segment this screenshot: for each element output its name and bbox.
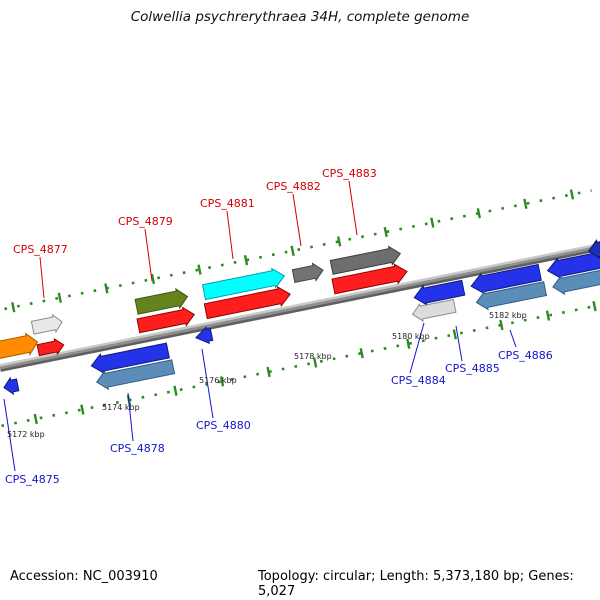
gene-label-CPS_4882[interactable]: CPS_4882 <box>266 180 321 193</box>
gene-arrow[interactable] <box>551 267 600 296</box>
major-tick <box>80 404 85 415</box>
scale-label: 5172 kbp <box>7 430 45 439</box>
label-leader-line <box>455 325 463 362</box>
major-tick <box>336 236 342 247</box>
gene-label-CPS_4883[interactable]: CPS_4883 <box>322 167 377 180</box>
major-tick <box>476 208 482 219</box>
gene-label-CPS_4880[interactable]: CPS_4880 <box>196 419 251 432</box>
gene-arrow-CPS_4880[interactable] <box>194 326 214 345</box>
gene-arrow-CPS_4878[interactable] <box>89 341 170 375</box>
major-tick <box>57 292 62 303</box>
gene-label-CPS_4878[interactable]: CPS_4878 <box>110 442 165 455</box>
label-leader-line <box>127 392 134 442</box>
major-tick <box>545 310 551 321</box>
major-tick <box>430 217 435 228</box>
label-leader-line <box>409 322 425 374</box>
major-tick <box>150 273 156 285</box>
major-tick <box>173 385 178 396</box>
gene-arrow[interactable] <box>546 249 600 281</box>
gene-arrow-CPS_4882[interactable] <box>291 262 325 285</box>
gene-arrow-CPS_4883[interactable] <box>329 245 402 277</box>
gene-arrow[interactable] <box>331 262 409 296</box>
label-leader-line <box>509 329 517 348</box>
major-tick <box>406 338 411 349</box>
gene-arrow[interactable] <box>95 358 176 391</box>
label-leader-line <box>201 348 214 419</box>
major-tick <box>197 264 202 275</box>
major-tick <box>33 413 38 425</box>
major-tick <box>592 301 597 312</box>
gene-label-CPS_4877[interactable]: CPS_4877 <box>13 243 68 256</box>
genome-track-shadow <box>0 247 600 372</box>
major-tick <box>290 245 295 256</box>
gene-label-CPS_4885[interactable]: CPS_4885 <box>445 362 500 375</box>
tick-line <box>1 300 600 428</box>
scale-label: 5174 kbp <box>102 403 140 412</box>
gene-arrow-CPS_4877[interactable] <box>30 313 64 336</box>
scale-label: 5176 kbp <box>199 376 237 385</box>
label-leader-line <box>348 180 358 236</box>
major-tick <box>312 357 318 368</box>
gene-label-CPS_4886[interactable]: CPS_4886 <box>498 349 553 362</box>
topology-text: Topology: circular; Length: 5,373,180 bp… <box>258 569 574 599</box>
major-tick <box>569 189 575 200</box>
label-leader-line <box>226 210 234 260</box>
label-leader-line <box>39 256 45 299</box>
label-leader-line <box>3 398 16 472</box>
gene-label-CPS_4879[interactable]: CPS_4879 <box>118 215 173 228</box>
gene-label-CPS_4875[interactable]: CPS_4875 <box>5 473 60 486</box>
major-tick <box>11 302 16 313</box>
major-tick <box>104 283 109 294</box>
label-leader-line <box>144 228 153 282</box>
major-tick <box>499 319 504 331</box>
gene-arrow-CPS_4884[interactable] <box>412 278 466 307</box>
scale-label: 5182 kbp <box>489 311 527 320</box>
scale-label: 5178 kbp <box>294 352 332 361</box>
genome-track-highlight <box>0 242 600 367</box>
gene-arrow[interactable] <box>0 332 40 361</box>
label-leader-line <box>292 193 302 247</box>
major-tick <box>383 226 388 238</box>
gene-arrow[interactable] <box>36 337 66 357</box>
major-tick <box>243 255 249 266</box>
gene-arrow-CPS_4886[interactable] <box>475 280 548 312</box>
gene-arrow[interactable] <box>136 305 197 334</box>
gene-label-CPS_4881[interactable]: CPS_4881 <box>200 197 255 210</box>
accession-text: Accession: NC_003910 <box>10 569 158 584</box>
gene-arrow-CPS_4881[interactable] <box>201 266 286 301</box>
major-tick <box>219 376 225 387</box>
gene-arrow-CPS_4885[interactable] <box>469 262 542 296</box>
gene-arrow[interactable] <box>411 297 457 323</box>
gene-label-CPS_4884[interactable]: CPS_4884 <box>391 374 446 387</box>
scale-label: 5180 kbp <box>392 332 430 341</box>
gene-arrow-CPS_4879[interactable] <box>134 287 190 316</box>
gene-arrow[interactable] <box>203 285 292 321</box>
gene-arrow[interactable] <box>587 239 600 260</box>
major-tick <box>359 348 364 359</box>
gene-arrow-CPS_4875[interactable] <box>2 376 20 396</box>
genome-track <box>0 244 600 370</box>
major-tick <box>452 329 457 340</box>
major-tick <box>266 366 271 378</box>
page-title: Colwellia psychrerythraea 34H, complete … <box>130 9 470 25</box>
major-tick <box>523 198 528 209</box>
tick-line <box>0 189 592 316</box>
